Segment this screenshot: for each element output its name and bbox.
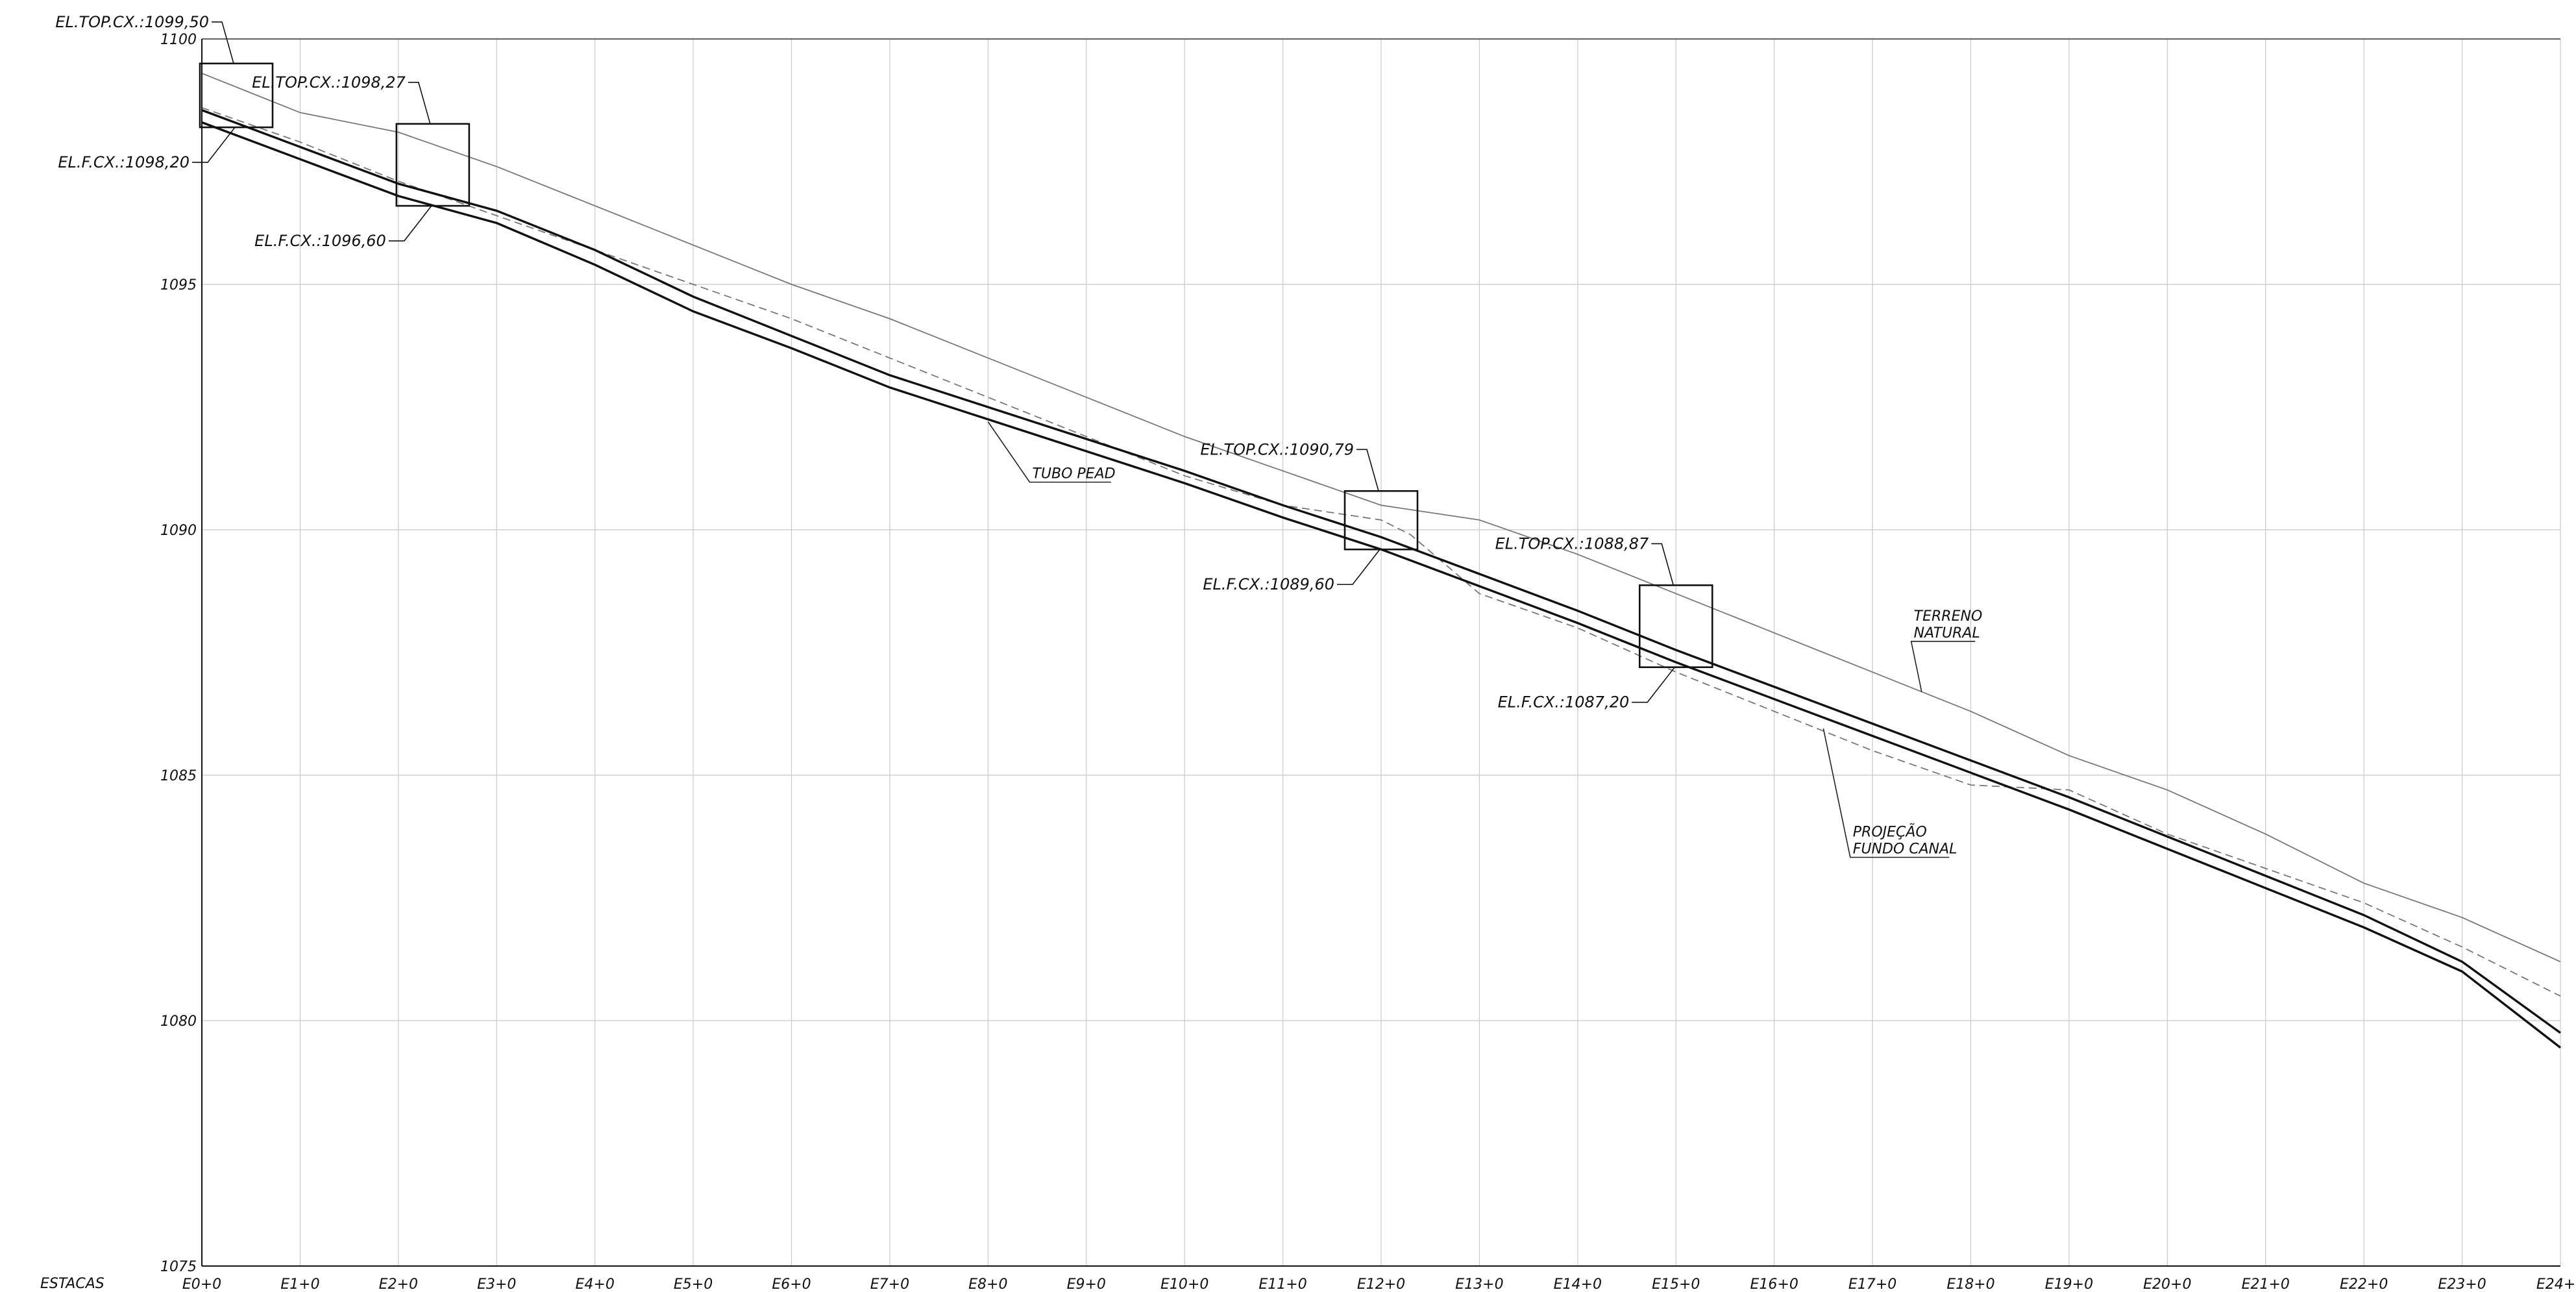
x-tick-label: E1+0 — [280, 1276, 319, 1292]
series-line-dashed — [201, 106, 2561, 997]
x-tick-label: E9+0 — [1067, 1276, 1106, 1292]
box-top-elevation-label: EL.TOP.CX.:1090,79 — [1200, 440, 1354, 458]
x-tick-label: E4+0 — [576, 1276, 615, 1292]
x-tick-label: E23+0 — [2438, 1276, 2486, 1292]
grid-lines — [201, 38, 2561, 1267]
x-tick-label: E22+0 — [2340, 1276, 2388, 1292]
x-tick-label: E15+0 — [1652, 1276, 1700, 1292]
x-tick-label: E6+0 — [772, 1276, 811, 1292]
box-bottom-leader — [388, 205, 432, 242]
y-tick-label: 1095 — [160, 277, 197, 293]
inspection-boxes — [191, 21, 1713, 703]
x-tick-label: E3+0 — [477, 1276, 516, 1292]
box-top-leader — [408, 81, 431, 125]
x-tick-label: E20+0 — [2143, 1276, 2191, 1292]
y-tick-label: 1100 — [160, 32, 197, 48]
annotation-leader — [1910, 641, 1976, 692]
box-top-leader — [1651, 543, 1674, 586]
box-top-elevation-label: EL.TOP.CX.:1088,87 — [1495, 534, 1649, 553]
annotation-label: NATURAL — [1914, 625, 1980, 641]
x-tick-label: E19+0 — [2045, 1276, 2093, 1292]
y-tick-label: 1075 — [160, 1259, 197, 1275]
x-tick-label: E14+0 — [1554, 1276, 1602, 1292]
x-tick-label: E5+0 — [674, 1276, 713, 1292]
box-bottom-elevation-label: EL.F.CX.:1087,20 — [1498, 693, 1630, 712]
x-tick-label: E11+0 — [1258, 1276, 1306, 1292]
x-tick-label: E17+0 — [1848, 1276, 1896, 1292]
y-tick-label: 1085 — [160, 768, 197, 784]
y-tick-label: 1090 — [160, 523, 197, 539]
annotation-leader — [987, 421, 1111, 483]
box-bottom-elevation-label: EL.F.CX.:1098,20 — [58, 153, 190, 171]
annotation-label: TERRENO — [1914, 608, 1983, 625]
inspection-box — [1638, 584, 1713, 668]
x-tick-label: E24+0 — [2536, 1276, 2576, 1292]
y-tick-label: 1080 — [160, 1013, 197, 1030]
inspection-box — [199, 62, 274, 129]
annotation-label: TUBO PEAD — [1032, 466, 1115, 482]
annotation-label: FUNDO CANAL — [1853, 841, 1957, 858]
x-tick-label: E10+0 — [1160, 1276, 1208, 1292]
x-tick-label: E0+0 — [182, 1276, 221, 1292]
box-bottom-elevation-label: EL.F.CX.:1089,60 — [1203, 575, 1334, 593]
profile-series — [201, 73, 2562, 1049]
box-bottom-elevation-label: EL.F.CX.:1096,60 — [254, 232, 386, 250]
x-tick-label: E2+0 — [379, 1276, 418, 1292]
x-tick-label: E12+0 — [1357, 1276, 1405, 1292]
box-top-leader — [211, 21, 234, 64]
annotation-label: PROJEÇÃO — [1853, 823, 1927, 841]
box-top-leader — [1356, 449, 1379, 491]
x-tick-label: E18+0 — [1946, 1276, 1994, 1292]
box-top-elevation-label: EL.TOP.CX.:1098,27 — [252, 73, 406, 92]
chart-labels: E0+0 E1+0 E2+0 E3+0 E4+0 E5+0 E6+0 E7+0 E8+0 E9+0… — [55, 13, 2576, 1292]
x-tick-label: E13+0 — [1455, 1276, 1503, 1292]
series-line-thin-gray — [201, 73, 2561, 963]
inspection-box — [1343, 490, 1419, 551]
x-tick-label: E8+0 — [968, 1276, 1007, 1292]
x-axis-title: ESTACAS — [40, 1276, 104, 1292]
axes — [201, 38, 2560, 1267]
box-bottom-leader — [191, 127, 236, 163]
annotation-leader — [1822, 728, 1950, 858]
series-line-pipe-top — [201, 109, 2561, 1034]
inspection-box — [395, 123, 471, 207]
x-tick-label: E7+0 — [870, 1276, 909, 1292]
x-tick-label: E16+0 — [1750, 1276, 1798, 1292]
box-bottom-leader — [1632, 667, 1675, 703]
x-tick-label: E21+0 — [2242, 1276, 2290, 1292]
box-bottom-leader — [1337, 549, 1380, 586]
box-top-elevation-label: EL.TOP.CX.:1099,50 — [55, 13, 209, 31]
